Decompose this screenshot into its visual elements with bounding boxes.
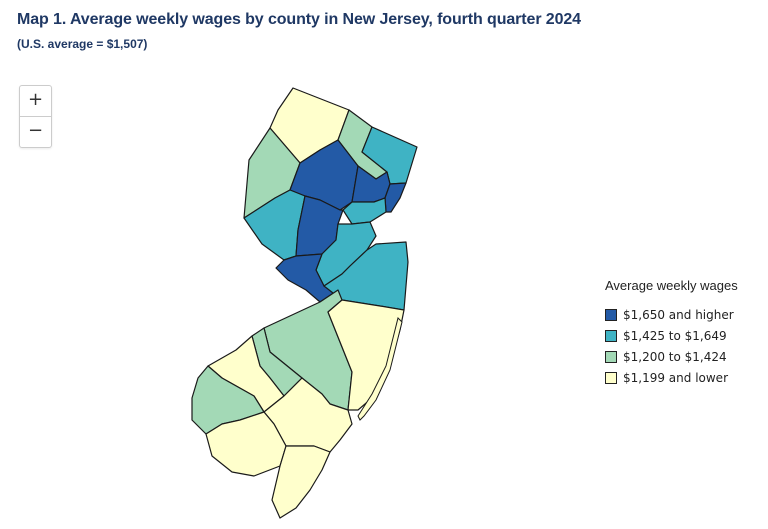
county-cape-may[interactable] — [271, 445, 331, 519]
legend-item: $1,199 and lower — [605, 367, 738, 388]
legend-title: Average weekly wages — [605, 278, 738, 293]
map-subtitle: (U.S. average = $1,507) — [17, 37, 148, 51]
legend-swatch — [605, 350, 617, 363]
legend-swatch — [605, 371, 617, 384]
legend-swatch — [605, 329, 617, 342]
legend: Average weekly wages $1,650 and higher $… — [605, 278, 738, 388]
legend-label: $1,650 and higher — [623, 307, 734, 322]
zoom-control: + − — [19, 85, 52, 148]
legend-swatch — [605, 308, 617, 321]
legend-item: $1,425 to $1,649 — [605, 325, 738, 346]
legend-label: $1,199 and lower — [623, 370, 728, 385]
zoom-out-button[interactable]: − — [27, 120, 44, 141]
zoom-in-button[interactable]: + — [27, 89, 44, 110]
legend-item: $1,200 to $1,424 — [605, 346, 738, 367]
legend-label: $1,425 to $1,649 — [623, 328, 727, 343]
legend-item: $1,650 and higher — [605, 304, 738, 325]
zoom-divider — [20, 116, 51, 117]
legend-label: $1,200 to $1,424 — [623, 349, 727, 364]
barrier-island — [357, 317, 403, 421]
map-title: Map 1. Average weekly wages by county in… — [17, 11, 581, 28]
county-union[interactable] — [342, 197, 387, 225]
